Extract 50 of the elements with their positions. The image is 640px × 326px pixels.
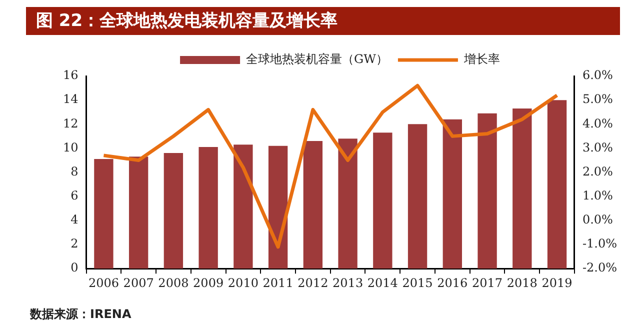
x-tick-label: 2009 bbox=[193, 276, 224, 290]
y-tick-label: 4 bbox=[70, 212, 79, 227]
bar bbox=[338, 138, 358, 269]
x-tick-label: 2007 bbox=[123, 276, 154, 290]
y-tick-label: 0 bbox=[70, 260, 78, 275]
x-tick-label: 2014 bbox=[367, 276, 398, 290]
bar bbox=[547, 100, 567, 269]
y-tick-label: 10 bbox=[62, 140, 78, 154]
chart-title: 图 22：全球地热发电装机容量及增长率 bbox=[26, 7, 620, 35]
bar bbox=[512, 108, 532, 269]
legend-label: 全球地热装机容量（GW） bbox=[246, 52, 388, 66]
bar bbox=[373, 132, 392, 269]
y2-tick-label: 1.0% bbox=[582, 188, 613, 202]
bar bbox=[94, 159, 114, 269]
y2-tick-label: 6.0% bbox=[582, 68, 613, 82]
x-tick-label: 2011 bbox=[262, 276, 294, 290]
bar bbox=[408, 124, 428, 269]
x-tick-label: 2012 bbox=[298, 276, 328, 290]
y-tick-label: 6 bbox=[70, 188, 78, 202]
y-tick-label: 2 bbox=[70, 236, 78, 251]
y2-tick-label: -2.0% bbox=[582, 260, 618, 275]
bar bbox=[303, 141, 323, 269]
y2-tick-label: 4.0% bbox=[582, 116, 613, 130]
y2-tick-label: 0.0% bbox=[582, 212, 613, 227]
bar bbox=[268, 146, 288, 269]
bar bbox=[128, 156, 148, 269]
bar bbox=[164, 153, 184, 269]
x-tick-label: 2019 bbox=[542, 276, 572, 290]
y-tick-label: 8 bbox=[70, 164, 78, 178]
bar bbox=[234, 144, 253, 269]
bar bbox=[442, 119, 462, 269]
bar bbox=[478, 113, 497, 269]
y2-tick-label: 3.0% bbox=[582, 140, 613, 154]
x-tick-label: 2006 bbox=[88, 276, 119, 290]
x-tick-label: 2013 bbox=[332, 276, 364, 290]
source-note: 数据来源：IRENA bbox=[30, 306, 132, 323]
y2-tick-label: -1.0% bbox=[582, 236, 618, 251]
x-tick-label: 2018 bbox=[506, 276, 538, 290]
y-tick-label: 12 bbox=[62, 116, 78, 130]
legend-label: 增长率 bbox=[462, 52, 500, 66]
y-tick-label: 16 bbox=[62, 68, 78, 82]
y2-tick-label: 5.0% bbox=[582, 92, 613, 106]
y-tick-label: 14 bbox=[62, 92, 79, 106]
x-tick-label: 2015 bbox=[402, 276, 433, 290]
x-tick-label: 2008 bbox=[158, 276, 189, 290]
bar bbox=[198, 147, 218, 269]
y2-tick-label: 2.0% bbox=[582, 164, 613, 178]
x-tick-label: 2017 bbox=[472, 276, 503, 290]
x-tick-label: 2016 bbox=[437, 276, 468, 290]
x-tick-label: 2010 bbox=[228, 276, 258, 290]
